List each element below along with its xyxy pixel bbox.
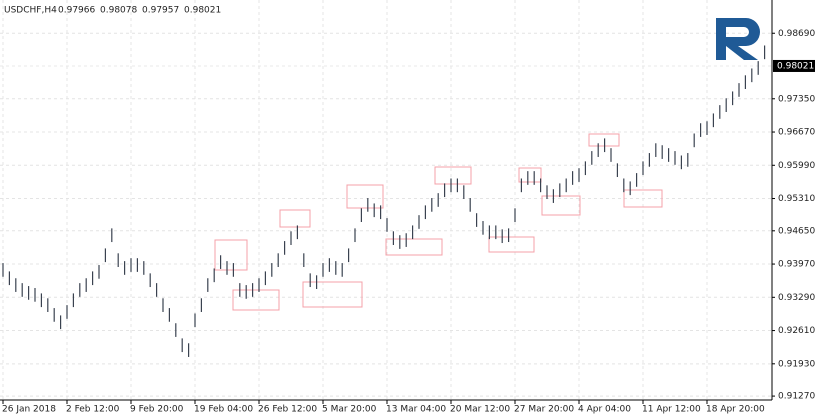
- y-tick-label: 0.96670: [778, 128, 815, 138]
- box: [385, 238, 443, 256]
- box: [232, 289, 280, 311]
- price-tag: [773, 59, 815, 72]
- logo-shape: [716, 18, 760, 60]
- y-tick-label: 0.91930: [778, 359, 815, 369]
- box: [346, 184, 384, 209]
- x-tick-label: 20 Mar 12:00: [450, 405, 510, 415]
- symbol: USDCHF,H4: [4, 6, 57, 16]
- y-tick-label: 0.95310: [778, 194, 815, 204]
- x-tick-label: 13 Mar 04:00: [386, 405, 446, 415]
- y-tick-label: 0.91270: [778, 392, 815, 402]
- ohlc-value: 0.97957: [142, 6, 179, 16]
- x-tick-label: 26 Feb 12:00: [258, 405, 317, 415]
- x-tick-label: 5 Mar 20:00: [322, 405, 377, 415]
- box: [488, 236, 535, 253]
- ohlc-value: 0.97966: [58, 6, 95, 16]
- x-tick-label: 4 Apr 04:00: [578, 405, 631, 415]
- x-tick-label: 26 Jan 2018: [2, 405, 56, 415]
- y-tick-label: 0.93970: [778, 260, 815, 270]
- grid: [0, 0, 772, 400]
- y-tick-label: 0.95990: [778, 161, 815, 171]
- box: [541, 195, 581, 216]
- x-tick-label: 2 Feb 12:00: [66, 405, 120, 415]
- bars: [2, 45, 766, 357]
- box: [518, 167, 542, 183]
- x-tick-label: 19 Feb 04:00: [194, 405, 253, 415]
- x-tick-label: 18 Apr 20:00: [706, 405, 765, 415]
- ohlc-value: 0.98078: [100, 6, 137, 16]
- annotation-boxes: [214, 133, 663, 311]
- x-tick-label: 9 Feb 20:00: [130, 405, 184, 415]
- x-tick-label: 27 Mar 20:00: [514, 405, 574, 415]
- price-tag-label: 0.98021: [777, 61, 814, 71]
- y-tick-label: 0.94650: [778, 226, 815, 236]
- ohlc-value: 0.98021: [184, 6, 221, 16]
- x-tick-label: 11 Apr 12:00: [642, 405, 701, 415]
- logo: [716, 18, 760, 60]
- y-tick-label: 0.98690: [778, 29, 815, 39]
- box: [623, 189, 663, 208]
- y-tick-label: 0.92610: [778, 326, 815, 336]
- box: [214, 239, 248, 271]
- y-tick-label: 0.97350: [778, 94, 815, 104]
- box: [434, 166, 472, 185]
- y-tick-label: 0.93290: [778, 293, 815, 303]
- box: [279, 209, 311, 228]
- box: [302, 281, 363, 308]
